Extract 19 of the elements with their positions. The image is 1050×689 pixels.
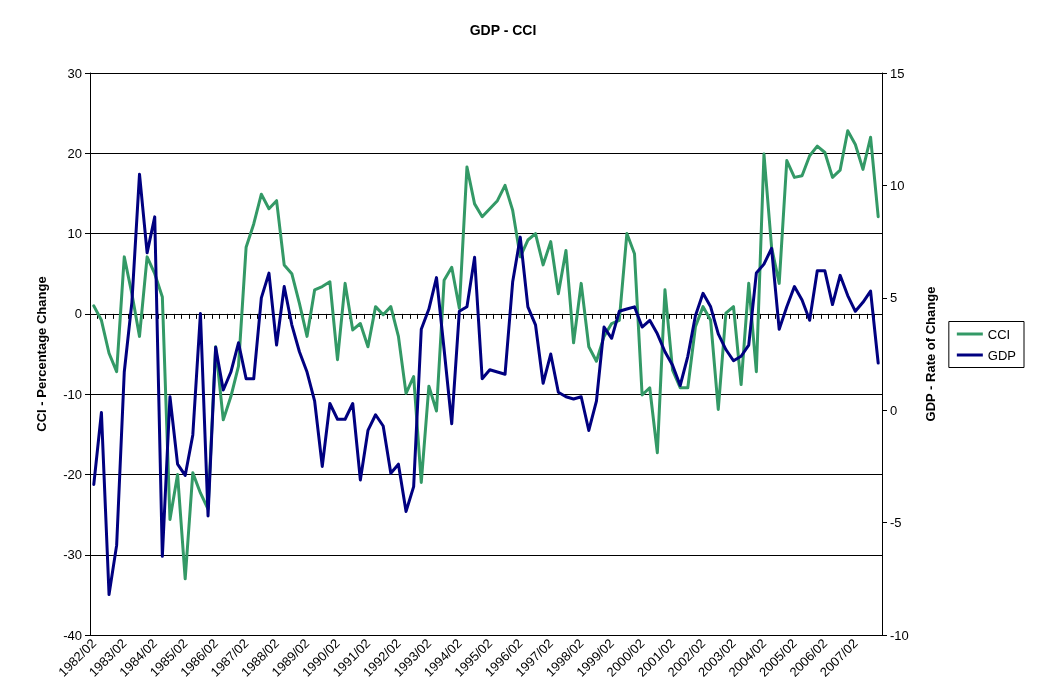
y-tick-label: 20 — [67, 145, 82, 161]
chart-title: GDP - CCI — [469, 22, 537, 38]
y2-tick-label: -5 — [890, 515, 902, 531]
y2-tick-label: -10 — [890, 627, 909, 643]
y2-tick-label: 0 — [890, 402, 898, 418]
y2-tick-label: 10 — [890, 177, 905, 193]
y-tick-label: -20 — [63, 466, 82, 482]
y2-tick-label: 5 — [890, 290, 898, 306]
y-tick-label: -30 — [63, 547, 82, 563]
y-axis-title: CCI - Percentage Change — [34, 276, 49, 432]
y-tick-label: 0 — [74, 306, 82, 322]
legend-label: CCI — [987, 326, 1011, 342]
y-tick-label: -40 — [63, 627, 82, 643]
y2-axis-title: GDP - Rate of Change — [923, 286, 938, 422]
y-tick-label: 30 — [67, 65, 82, 81]
y2-tick-label: 15 — [890, 65, 905, 81]
y-tick-label: 10 — [67, 226, 82, 242]
y-tick-label: -10 — [63, 386, 82, 402]
legend-label: GDP — [987, 347, 1016, 363]
